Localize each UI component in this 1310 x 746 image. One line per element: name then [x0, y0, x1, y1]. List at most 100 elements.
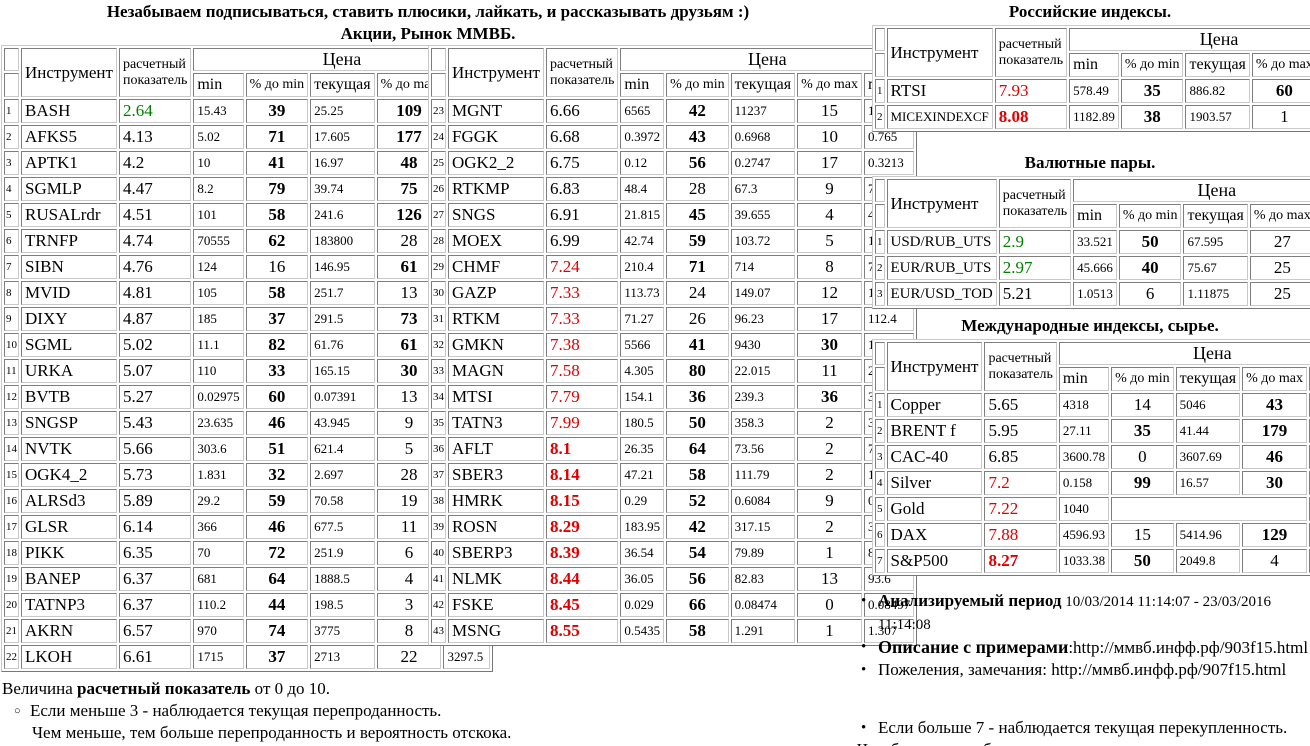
current-cell: 17.605 [310, 125, 375, 149]
russian-indices-table: Инструмент расчетный показатель Цена min … [872, 25, 1310, 132]
section-title-currency-pairs: Валютные пары. [1024, 153, 1156, 172]
indicator-cell: 5.65 [984, 393, 1057, 417]
row-number-cell: 20 [4, 593, 19, 617]
indicator-cell: 7.33 [545, 281, 619, 305]
min-cell: 70555 [193, 229, 244, 253]
instrument-cell: TRNFP [21, 229, 117, 253]
header-indicator: расчетный показатель [994, 28, 1068, 77]
pct-to-min-cell: 58 [666, 463, 729, 487]
current-cell: 5046 [1175, 393, 1241, 417]
indicator-cell: 7.58 [545, 359, 619, 383]
min-cell: 0.29 [620, 489, 665, 513]
pct-to-min-cell: 39 [245, 99, 309, 123]
pct-to-min-cell: 35 [1111, 419, 1174, 443]
pct-to-min-cell: 80 [666, 359, 729, 383]
instrument-cell: SGML [21, 333, 117, 357]
current-cell: 82.83 [730, 567, 796, 591]
indicator-cell: 7.33 [545, 307, 619, 331]
corner-cell [431, 73, 446, 97]
row-number-cell: 12 [4, 385, 19, 409]
pct-to-min-cell: 44 [245, 593, 309, 617]
instrument-cell: SNGS [448, 203, 544, 227]
pct-to-min-cell: 64 [245, 567, 309, 591]
header-price: Цена [1073, 179, 1310, 202]
instrument-cell: SBERP3 [448, 541, 544, 565]
header-row-1: Инструмент расчетный показатель Цена [875, 179, 1310, 228]
pct-to-min-cell: 15 [1111, 523, 1174, 547]
header-row-2: min % до min текущая % до max max [875, 53, 1310, 77]
row-number-cell: 22 [4, 645, 19, 669]
min-cell: 8.2 [193, 177, 244, 201]
instrument-cell: RTKMP [448, 177, 544, 201]
min-cell: 113.73 [620, 281, 665, 305]
current-cell: 1903.57 [1185, 105, 1250, 129]
pct-to-max-cell: 5 [797, 229, 862, 253]
row-number-cell: 10 [4, 333, 19, 357]
header-min: min [1069, 53, 1119, 77]
data-table: Инструмент расчетный показатель Цена min … [872, 25, 1310, 132]
table-row: 3 CAC-40 6.85 3600.780 3607.69 465283.71 [875, 445, 1310, 469]
min-cell: 29.2 [193, 489, 244, 513]
row-number-cell: 27 [431, 203, 446, 227]
current-cell: 886.82 [1185, 79, 1250, 103]
header-pct-to-max: % до max [1249, 204, 1310, 228]
instrument-cell: SGMLP [21, 177, 117, 201]
instrument-cell: MTSI [448, 385, 544, 409]
min-cell: 0.12 [620, 151, 665, 175]
pct-to-max-cell: 17 [797, 307, 862, 331]
table-row: 16 ALRSd3 5.89 29.259 70.58 1984.1 [4, 489, 491, 513]
corner-cell [875, 53, 885, 77]
indicator-cell: 8.15 [545, 489, 619, 513]
table-row: 34 MTSI 7.79 154.136 239.3 36324.5 [431, 385, 915, 409]
pct-to-min-cell: 16 [245, 255, 309, 279]
pct-to-min-cell: 33 [245, 359, 309, 383]
pct-to-max-cell: 129 [1242, 523, 1307, 547]
table-row: 43 MSNG 8.55 0.5435 58 1.291 1 1.307 [431, 619, 915, 643]
instrument-cell: ALRSd3 [21, 489, 117, 513]
min-cell: 0.5435 [620, 619, 665, 643]
indicator-cell: 5.07 [118, 359, 192, 383]
pct-to-max-cell: 25 [1249, 282, 1310, 306]
header-indicator: расчетный показатель [118, 48, 192, 97]
header-max: max [1308, 367, 1310, 391]
min-cell: 180.5 [620, 411, 665, 435]
row-number-cell: 2 [875, 256, 885, 280]
row-number-cell: 3 [4, 151, 19, 175]
instrument-cell: NVTK [21, 437, 117, 461]
current-cell: 111.79 [730, 463, 796, 487]
header-row-2: min % до min текущая % до max max [875, 204, 1310, 228]
min-cell: 105 [193, 281, 244, 305]
header-pct-to-min: % до min [666, 73, 729, 97]
page-subtitle: Акции, Рынок ММВБ. [340, 24, 516, 43]
current-cell: 67.595 [1183, 230, 1248, 254]
instrument-cell: S&P500 [886, 549, 983, 573]
indicator-cell: 4.74 [118, 229, 192, 253]
indicator-cell: 5.73 [118, 463, 192, 487]
indicator-cell: 6.75 [545, 151, 619, 175]
table-row: 29 CHMF 7.24 210.471 714 8768 [431, 255, 915, 279]
corner-cell [431, 48, 446, 71]
indicator-cell: 5.27 [118, 385, 192, 409]
min-cell: 681 [193, 567, 244, 591]
current-cell: 16.57 [1175, 471, 1241, 495]
header-current: текущая [1175, 367, 1241, 391]
indicator-cell: 8.55 [545, 619, 619, 643]
pct-to-min-cell: 37 [245, 307, 309, 331]
pct-to-max-cell: 9 [797, 489, 862, 513]
current-cell: 9430 [730, 333, 796, 357]
indicator-cell: 8.08 [994, 105, 1068, 129]
pct-to-min-cell: 45 [666, 203, 729, 227]
indicator-cell: 7.2 [984, 471, 1057, 495]
min-cell: 42.74 [620, 229, 665, 253]
current-cell: 2713 [310, 645, 375, 669]
row-number-cell: 11 [4, 359, 19, 383]
pct-to-min-cell: 42 [666, 99, 729, 123]
pct-to-min-cell: 50 [1111, 549, 1174, 573]
indicator-cell: 2.9 [998, 230, 1072, 254]
